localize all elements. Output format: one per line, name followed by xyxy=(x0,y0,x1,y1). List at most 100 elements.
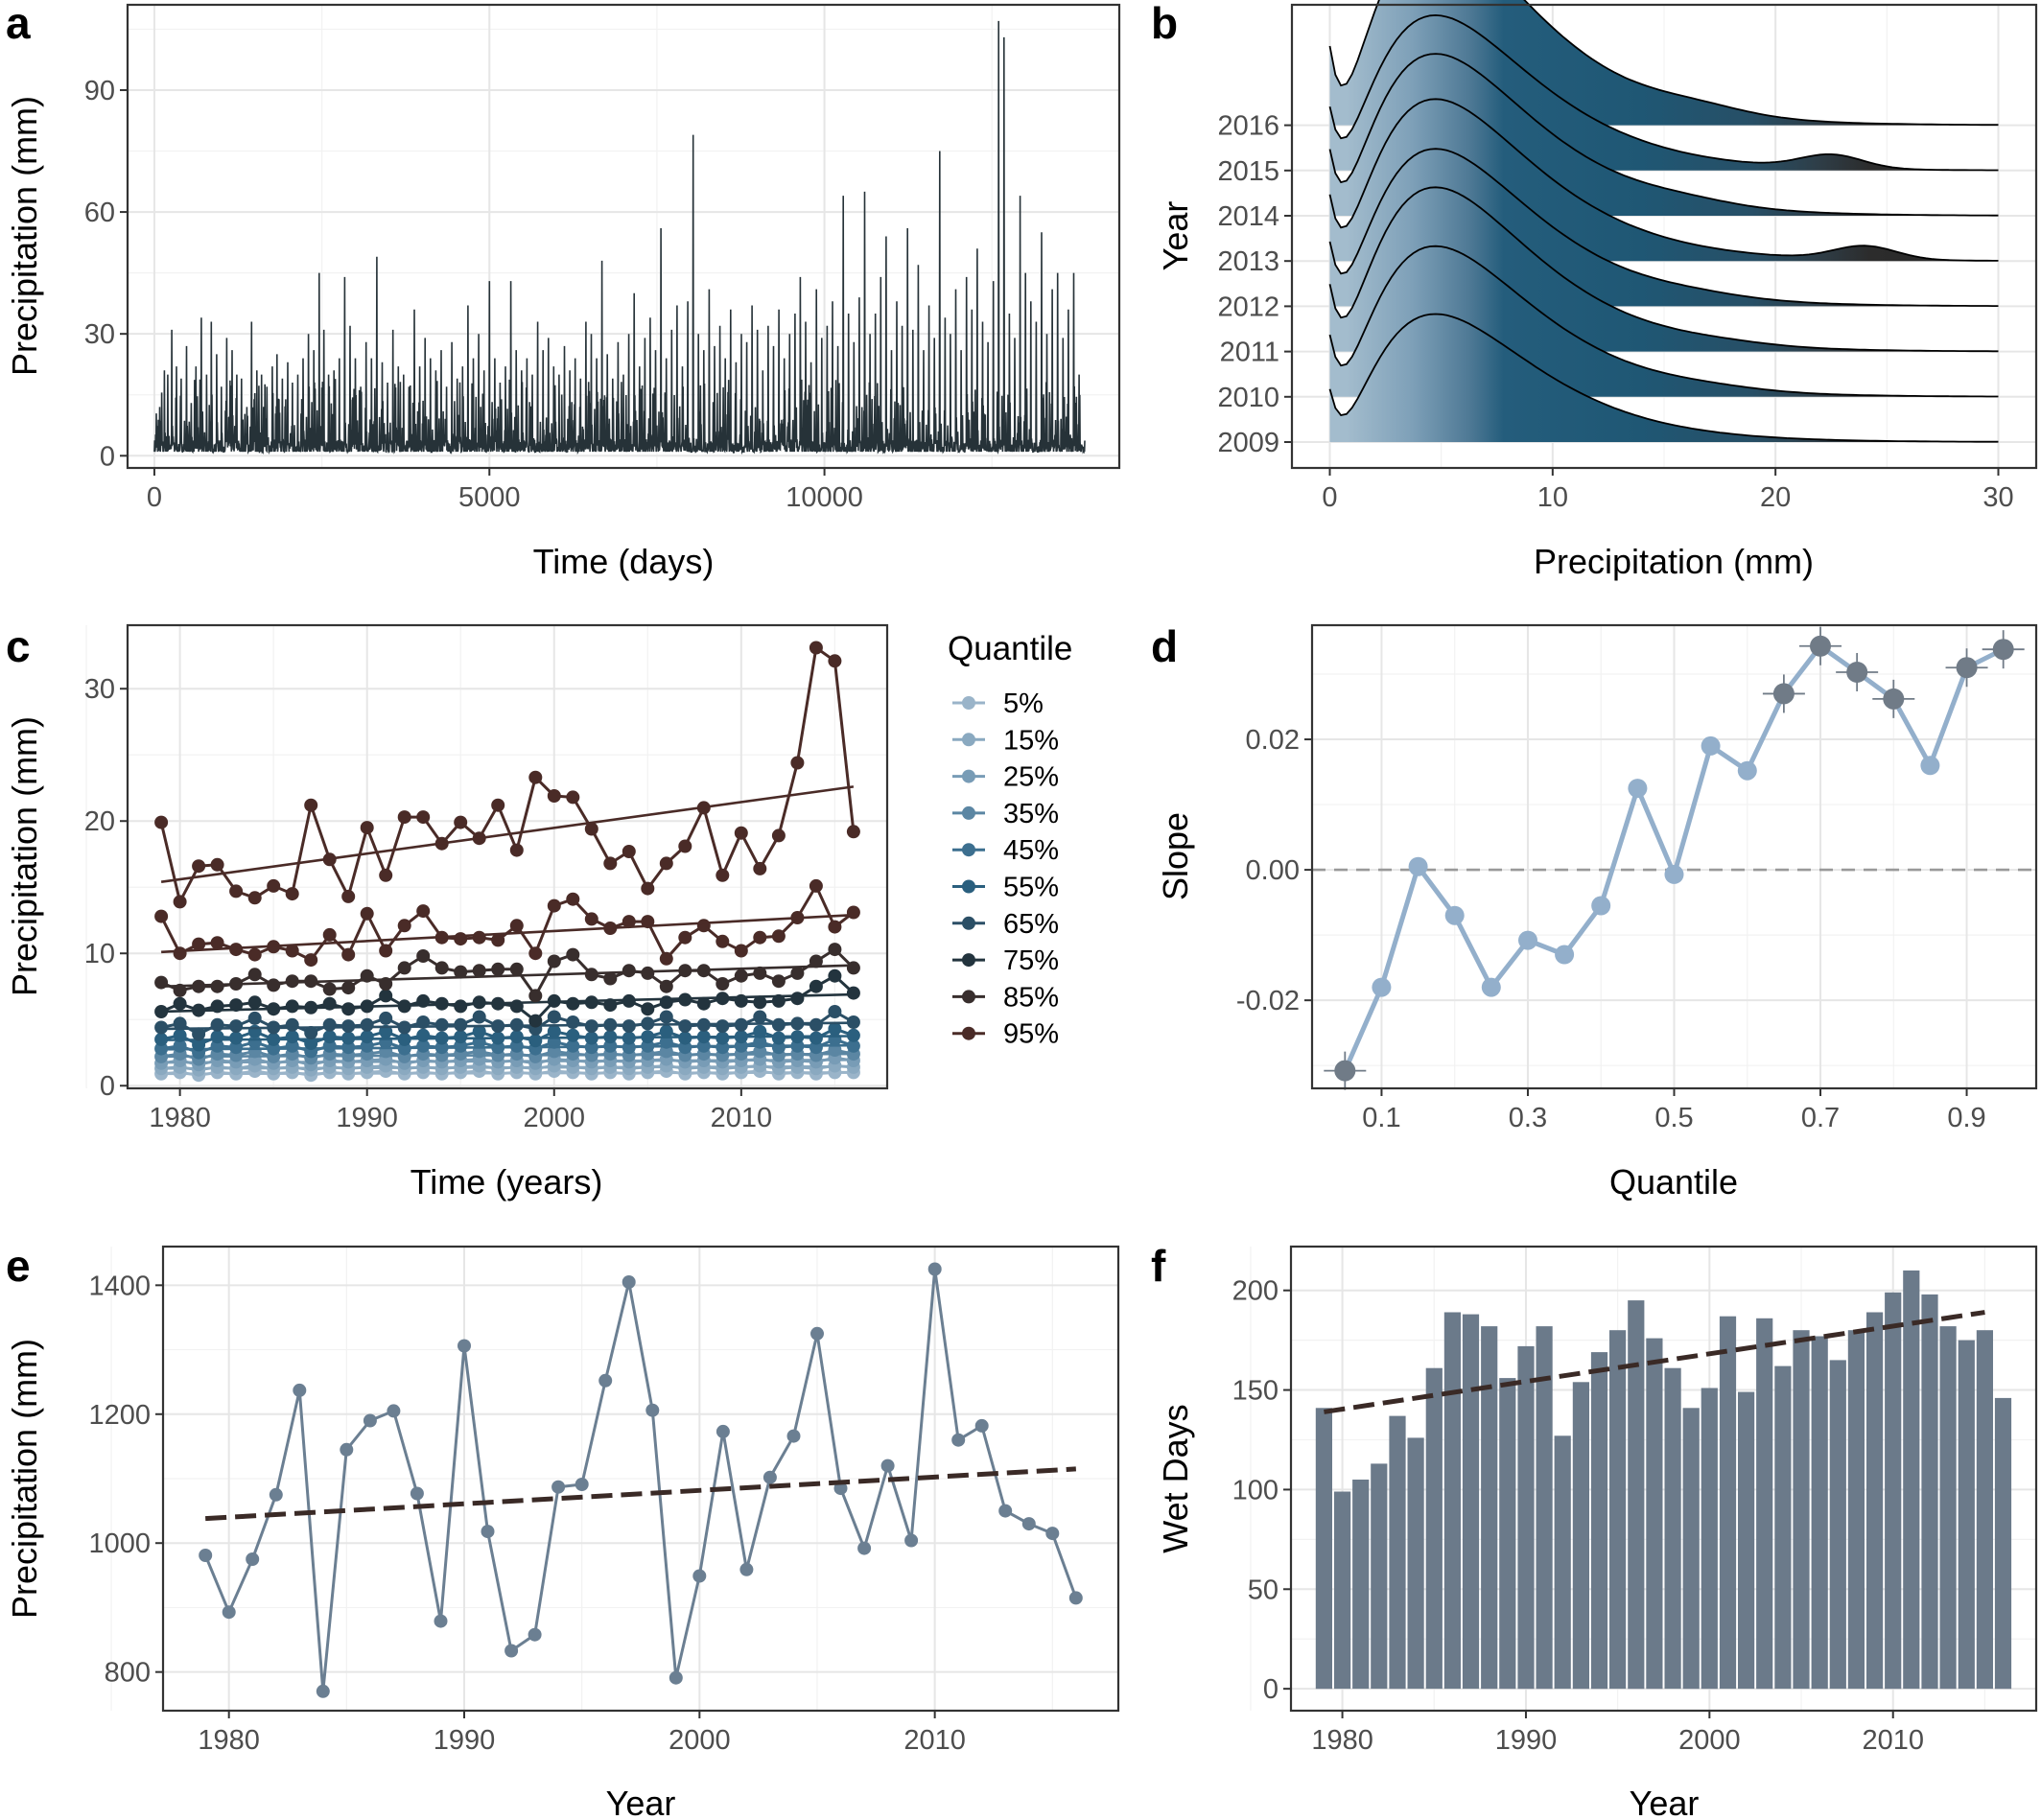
quantile-point-85% xyxy=(566,947,580,962)
annual-precip-point xyxy=(974,1418,989,1433)
wet-days-bar xyxy=(1701,1388,1718,1690)
quantile-point-45% xyxy=(846,1038,860,1053)
annual-precip-point xyxy=(857,1541,872,1555)
slope-point xyxy=(1444,905,1465,925)
quantile-point-85% xyxy=(753,966,767,980)
legend-key-point xyxy=(962,769,975,783)
quantile-point-95% xyxy=(641,881,655,896)
quantile-point-75% xyxy=(753,995,767,1010)
y-tick-label: 30 xyxy=(84,674,115,705)
quantile-point-95% xyxy=(360,906,374,921)
legend-label-55%: 55% xyxy=(1003,873,1059,903)
quantile-point-85% xyxy=(210,979,224,993)
annual-precip-point xyxy=(528,1627,542,1642)
quantile-point-85% xyxy=(397,961,411,975)
wet-days-bar xyxy=(1719,1316,1737,1690)
quantile-point-65% xyxy=(247,1011,262,1025)
y-tick-label: 2016 xyxy=(1217,111,1279,142)
y-tick-label: 0.00 xyxy=(1246,855,1300,886)
quantile-point-55% xyxy=(547,1024,561,1038)
quantile-point-65% xyxy=(622,1019,636,1034)
slope-point xyxy=(1810,635,1831,657)
quantile-point-95% xyxy=(341,947,356,962)
panel-f-y-title: Wet Days xyxy=(1156,1404,1195,1552)
panel-d: d 0.1 0.3 0.5 0.7 0.9 -0.02 0.00 0.02 Quantile… xyxy=(1151,621,2038,1202)
quantile-point-95% xyxy=(229,884,244,898)
wet-days-bar xyxy=(1664,1367,1681,1690)
annual-precip-point xyxy=(316,1684,330,1698)
legend-key-point xyxy=(962,733,975,747)
quantile-point-95% xyxy=(379,868,393,882)
quantile-point-95% xyxy=(566,892,580,906)
annual-precip-point xyxy=(669,1670,683,1685)
quantile-point-65% xyxy=(771,1017,786,1032)
quantile-point-45% xyxy=(229,1040,244,1055)
y-tick-label: -0.02 xyxy=(1236,986,1300,1016)
panel-f-tag: f xyxy=(1151,1241,1166,1291)
quantile-point-65% xyxy=(304,1026,318,1039)
x-tick-label: 2000 xyxy=(524,1103,586,1133)
quantile-point-55% xyxy=(154,1032,169,1046)
quantile-point-85% xyxy=(809,954,823,968)
quantile-point-75% xyxy=(528,1014,543,1028)
y-tick-label: 1400 xyxy=(88,1271,151,1301)
quantile-point-95% xyxy=(341,889,356,903)
quantile-trend-75% xyxy=(161,992,854,1014)
annual-precip-point xyxy=(904,1533,919,1548)
quantile-point-65% xyxy=(828,1005,842,1018)
quantile-point-55% xyxy=(454,1030,468,1044)
quantile-point-75% xyxy=(173,996,187,1011)
panel-e-x-axis: 1980 1990 2000 2010 xyxy=(198,1711,966,1756)
panel-a: a 0 5000 10000 0 30 60 90 Time (days) Precipi… xyxy=(5,0,1121,581)
panel-c-x-axis: 1980 1990 2000 2010 xyxy=(149,1088,772,1133)
annual-precip-point xyxy=(457,1339,471,1353)
slope-point xyxy=(1518,930,1537,950)
quantile-point-85% xyxy=(491,962,505,976)
slope-point xyxy=(1920,756,1940,776)
ridge-outline-2012 xyxy=(1328,148,1999,307)
quantile-point-95% xyxy=(622,915,636,929)
legend-label-15%: 15% xyxy=(1003,725,1059,756)
quantile-point-95% xyxy=(678,930,692,945)
quantile-point-95% xyxy=(304,953,318,968)
panel-c-x-title: Time (years) xyxy=(411,1162,603,1202)
quantile-point-55% xyxy=(210,1030,224,1044)
panel-f-y-axis: 0 50 100 150 200 xyxy=(1232,1276,1291,1705)
quantile-point-55% xyxy=(566,1028,580,1042)
legend-label-75%: 75% xyxy=(1003,945,1059,976)
quantile-trend-45% xyxy=(161,1043,854,1051)
quantile-point-85% xyxy=(771,974,786,989)
quantile-point-95% xyxy=(846,825,860,839)
quantile-point-75% xyxy=(659,995,673,1010)
x-tick-label: 20 xyxy=(1760,482,1791,513)
quantile-point-95% xyxy=(360,821,374,835)
annual-precip-point xyxy=(575,1478,589,1491)
quantile-point-95% xyxy=(454,932,468,946)
quantile-point-85% xyxy=(416,949,431,963)
legend-key-point xyxy=(962,990,975,1004)
quantile-trend-65% xyxy=(161,1021,854,1031)
quantile-point-95% xyxy=(828,654,842,668)
slope-point xyxy=(1555,945,1575,965)
quantile-point-95% xyxy=(491,798,505,812)
quantile-point-75% xyxy=(566,996,580,1011)
quantile-point-75% xyxy=(454,999,468,1014)
quantile-point-65% xyxy=(454,1017,468,1032)
annual-precip-point xyxy=(387,1404,401,1418)
wet-days-bar xyxy=(1536,1326,1553,1690)
quantile-point-65% xyxy=(434,1017,449,1032)
quantile-trend-35% xyxy=(161,1052,854,1059)
y-tick-label: 2009 xyxy=(1217,428,1279,458)
wet-days-bar xyxy=(1958,1340,1975,1690)
quantile-point-95% xyxy=(771,929,786,944)
annual-precip-point xyxy=(340,1442,354,1457)
wet-days-bar xyxy=(1462,1314,1480,1690)
slope-point xyxy=(1591,896,1611,916)
legend-label-95%: 95% xyxy=(1003,1019,1059,1050)
y-tick-label: 1000 xyxy=(88,1528,151,1559)
legend-label-5%: 5% xyxy=(1003,688,1044,719)
quantile-point-95% xyxy=(828,920,842,934)
quantile-point-95% xyxy=(734,944,748,958)
y-tick-label: 2011 xyxy=(1220,338,1279,368)
quantile-point-55% xyxy=(360,1030,374,1044)
